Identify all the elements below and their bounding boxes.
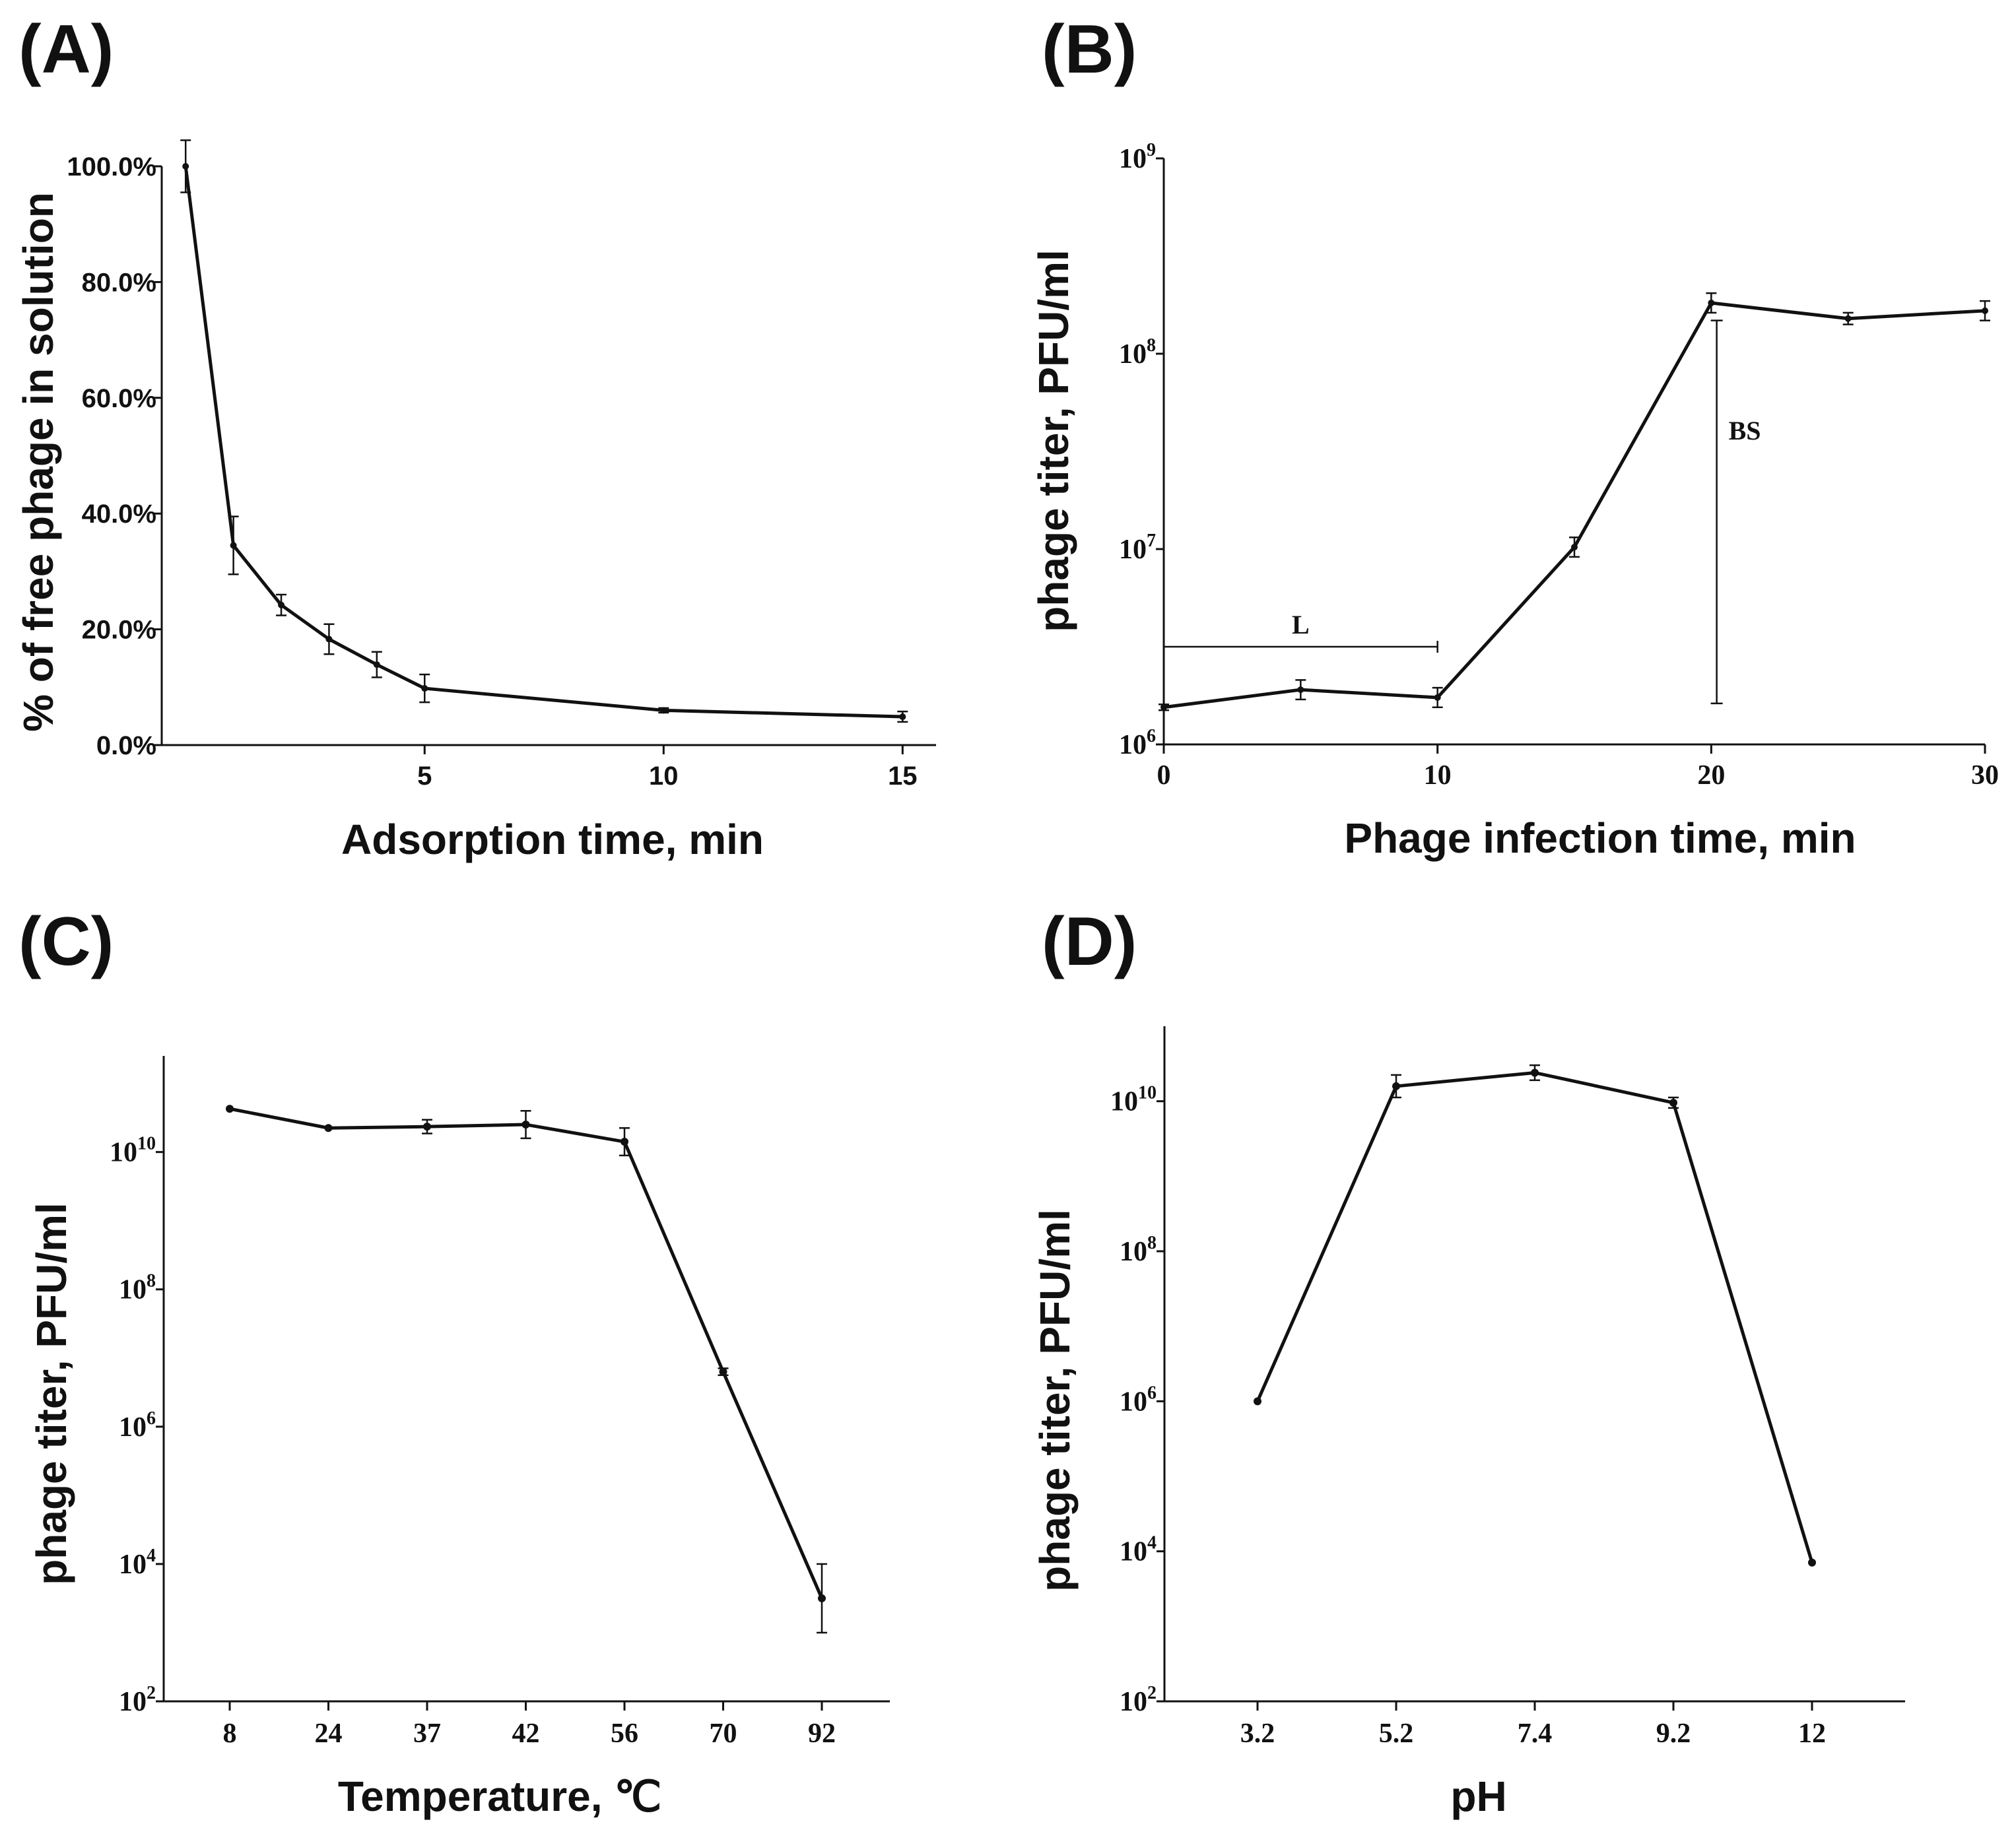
panel-d-y-axis-title: phage titer, PFU/ml	[1031, 1209, 1079, 1592]
panel-b-y-axis-title: phage titer, PFU/ml	[1030, 249, 1077, 632]
x-tick-label: 56	[611, 1718, 638, 1749]
x-tick-label: 9.2	[1656, 1718, 1691, 1749]
panel-b-label: (B)	[1042, 11, 1137, 88]
data-point	[1844, 315, 1852, 322]
y-tick-label: 40.0%	[82, 500, 156, 529]
data-point	[1982, 307, 1988, 314]
panel-d-x-axis-title: pH	[1450, 1773, 1506, 1820]
panel-a-label: (A)	[18, 11, 114, 88]
x-tick-label: 0	[1157, 760, 1171, 791]
x-tick-label: 7.4	[1518, 1718, 1553, 1749]
panel-a-plot: 0.0% 20.0% 40.0% 60.0% 80.0% 100.0% 5 10 15	[67, 139, 936, 791]
y-tick-label: 0.0%	[96, 731, 156, 760]
latent-period-label: L	[1292, 610, 1310, 639]
y-tick-label: 108	[119, 1271, 156, 1305]
x-tick-label: 15	[888, 762, 918, 791]
data-point	[278, 601, 285, 608]
panel-c-label: (C)	[18, 903, 114, 980]
y-tick-label: 109	[1119, 140, 1156, 174]
y-tick-label: 1010	[110, 1134, 156, 1168]
x-tick-label: 70	[710, 1718, 737, 1749]
data-point	[423, 1123, 431, 1131]
panel-d: (D) pH phage titer, PFU/ml 1021041061081…	[1031, 903, 1905, 1820]
x-tick-label: 20	[1697, 760, 1725, 791]
y-tick-label: 106	[1119, 726, 1156, 760]
x-tick-label: 5	[417, 762, 432, 791]
panel-a: (A) Adsorption time, min % of free phage…	[15, 11, 936, 863]
data-point	[421, 685, 428, 692]
y-tick-label: 104	[1120, 1533, 1157, 1567]
data-point	[1392, 1082, 1400, 1090]
data-point	[1669, 1098, 1677, 1107]
panel-b-plot: 106 107 108 109 0 10 20 30 L BS	[1119, 140, 1999, 791]
y-tick-label: 100.0%	[67, 152, 156, 181]
data-point	[1808, 1558, 1816, 1567]
data-point	[1254, 1397, 1261, 1406]
panel-a-x-axis-title: Adsorption time, min	[341, 816, 764, 863]
series-line	[229, 1107, 824, 1599]
data-point	[324, 1124, 333, 1132]
y-tick-label: 106	[119, 1408, 156, 1443]
data-point	[1434, 694, 1441, 701]
data-point	[182, 163, 189, 170]
y-tick-label: 102	[119, 1683, 156, 1717]
y-tick-label: 106	[1120, 1383, 1157, 1417]
panel-c-x-axis-title: Temperature, ℃	[338, 1773, 661, 1820]
x-tick-label: 92	[808, 1718, 836, 1749]
y-tick-label: 108	[1119, 335, 1156, 370]
series-line	[1256, 1070, 1814, 1563]
x-tick-label: 24	[315, 1718, 343, 1749]
panel-c-y-axis-title: phage titer, PFU/ml	[28, 1202, 75, 1585]
data-point	[1708, 300, 1715, 307]
x-tick-label: 30	[1971, 760, 1999, 791]
y-tick-label: 104	[119, 1546, 156, 1580]
y-tick-label: 107	[1119, 531, 1156, 565]
x-tick-label: 37	[413, 1718, 441, 1749]
y-tick-label: 60.0%	[82, 384, 156, 413]
panel-d-plot: 102 104 106 108 1010 3.2 5.2 7.4 9.2 12	[1110, 1026, 1905, 1749]
y-tick-label: 108	[1120, 1233, 1157, 1267]
x-tick-label: 42	[512, 1718, 540, 1749]
y-tick-label: 1010	[1110, 1083, 1157, 1117]
panel-a-y-axis-title: % of free phage in solution	[15, 192, 62, 732]
series-line	[184, 166, 903, 719]
panel-d-label: (D)	[1042, 903, 1137, 980]
x-tick-label: 10	[649, 762, 679, 791]
data-point	[1531, 1068, 1539, 1077]
data-point	[373, 661, 380, 669]
x-tick-label: 12	[1798, 1718, 1826, 1749]
x-tick-label: 8	[223, 1718, 237, 1749]
panel-c: (C) Temperature, ℃ phage titer, PFU/ml 1…	[18, 903, 890, 1820]
y-tick-label: 20.0%	[82, 616, 156, 645]
burst-size-label: BS	[1729, 416, 1761, 445]
x-tick-label: 3.2	[1240, 1718, 1275, 1749]
data-point	[1297, 686, 1304, 694]
data-point	[1160, 703, 1167, 711]
data-point	[660, 707, 667, 714]
panel-b-x-axis-title: Phage infection time, min	[1344, 814, 1856, 862]
data-point	[818, 1594, 826, 1602]
x-tick-label: 10	[1424, 760, 1452, 791]
data-point	[226, 1105, 234, 1113]
data-point	[521, 1121, 530, 1129]
data-point	[621, 1138, 628, 1146]
panel-b: (B) Phage infection time, min phage tite…	[1030, 11, 1999, 862]
x-tick-label: 5.2	[1379, 1718, 1414, 1749]
data-point	[230, 542, 237, 549]
data-point	[325, 636, 333, 643]
data-point	[719, 1367, 727, 1376]
y-tick-label: 102	[1120, 1683, 1157, 1717]
panel-c-plot: 102 104 106 108 1010 8 24 37 42 56 70 92	[110, 1056, 890, 1749]
data-point	[1571, 544, 1578, 551]
data-point	[899, 713, 906, 721]
y-tick-label: 80.0%	[82, 268, 156, 297]
